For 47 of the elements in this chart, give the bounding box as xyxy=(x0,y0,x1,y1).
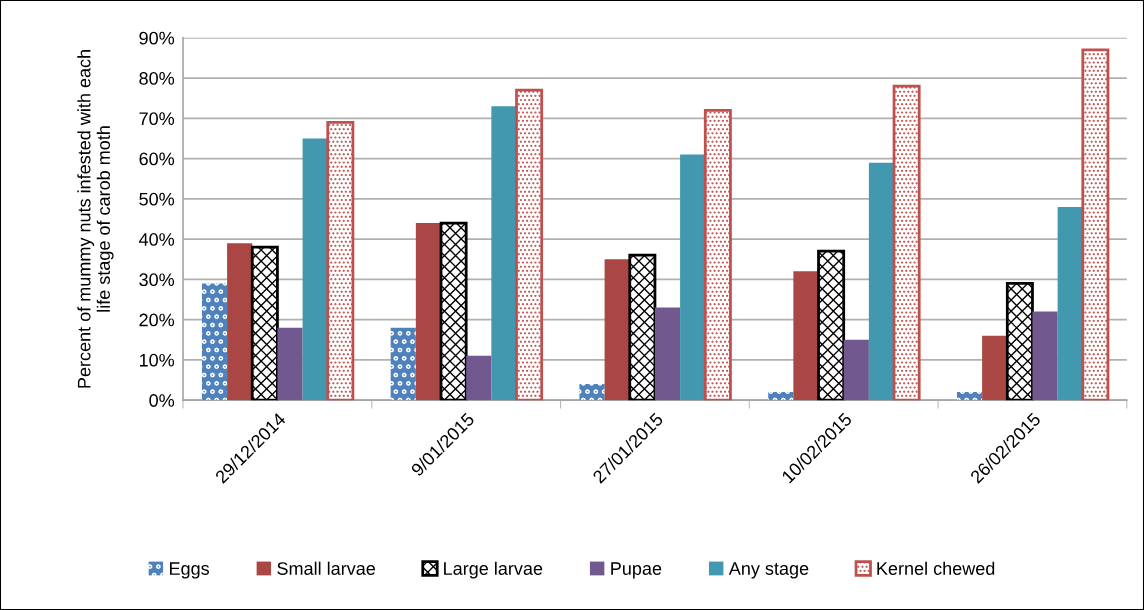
bar xyxy=(1057,206,1083,401)
bar xyxy=(628,253,657,401)
bar xyxy=(680,154,706,401)
bar xyxy=(703,108,732,401)
y-tick-label: 0% xyxy=(149,394,175,407)
bar xyxy=(604,259,630,401)
bar xyxy=(466,355,492,401)
bar xyxy=(579,384,605,401)
legend-label: Eggs xyxy=(170,562,210,579)
bar xyxy=(982,335,1008,401)
bar xyxy=(1032,311,1058,401)
bar xyxy=(515,88,544,401)
y-tick-label: 70% xyxy=(139,112,175,126)
bar xyxy=(956,392,983,401)
bar xyxy=(415,223,442,401)
y-tick-label: 90% xyxy=(139,31,175,45)
y-axis-title: Percent of mummy nuts infested with each life stage of carob moth xyxy=(77,50,114,388)
y-tick-label: 50% xyxy=(139,192,175,206)
bar xyxy=(817,249,846,401)
legend-label: Pupae xyxy=(611,562,662,579)
legend-label: Any stage xyxy=(728,562,809,579)
bar xyxy=(302,138,328,401)
bar xyxy=(227,243,253,401)
bar xyxy=(892,84,921,401)
bar xyxy=(326,120,355,401)
legend-label: Small larvae xyxy=(277,561,376,575)
bar xyxy=(1005,282,1034,401)
y-tick-label: 10% xyxy=(139,353,175,367)
y-tick-label: 30% xyxy=(139,273,175,287)
bar xyxy=(1081,48,1110,401)
bar xyxy=(843,339,869,401)
bar xyxy=(439,221,468,401)
bar xyxy=(390,327,416,401)
y-tick-label: 40% xyxy=(138,233,175,246)
y-tick-label: 60% xyxy=(139,152,175,166)
bar xyxy=(768,392,794,401)
bar xyxy=(201,283,228,401)
bar xyxy=(277,327,303,401)
bar xyxy=(250,245,279,401)
bar xyxy=(868,162,895,401)
bar xyxy=(491,106,517,401)
legend-label: Kernel chewed xyxy=(877,561,995,575)
bar xyxy=(793,271,819,401)
bar xyxy=(654,307,681,401)
y-tick-label: 20% xyxy=(139,313,175,327)
legend-label: Large larvae xyxy=(444,561,543,579)
y-tick-label: 80% xyxy=(139,72,175,85)
